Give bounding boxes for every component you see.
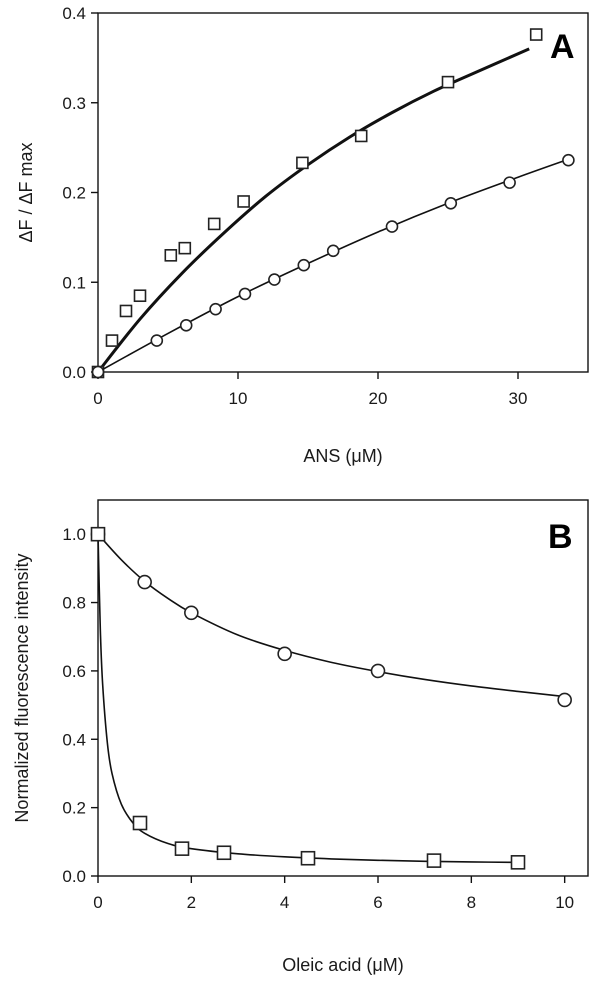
y-tick-label: 0.6 <box>62 662 86 681</box>
y-tick-label: 0.4 <box>62 730 86 749</box>
data-point <box>277 646 292 662</box>
data-point <box>385 220 399 233</box>
x-tick-label: 4 <box>280 893 289 912</box>
series-circle <box>90 526 572 708</box>
y-tick-label: 0.3 <box>62 94 86 113</box>
series-circle <box>91 153 575 379</box>
x-tick-label: 6 <box>373 893 382 912</box>
panel-letter: B <box>548 518 573 556</box>
data-point <box>91 365 105 379</box>
data-point <box>178 241 192 255</box>
data-point <box>164 249 178 262</box>
data-point <box>529 28 543 41</box>
data-point <box>237 195 250 208</box>
x-tick-label: 0 <box>93 389 102 408</box>
data-point <box>207 217 221 231</box>
plot-frame <box>97 12 589 373</box>
data-point <box>562 153 575 167</box>
fit-curve <box>96 47 530 373</box>
x-tick-label: 10 <box>229 389 248 408</box>
data-point <box>297 258 311 272</box>
y-axis-title: Normalized fluorescence intensity <box>12 553 32 822</box>
x-tick-label: 8 <box>467 893 476 912</box>
data-point <box>216 845 232 861</box>
data-point <box>557 692 572 708</box>
y-tick-label: 0.0 <box>62 363 86 382</box>
y-axis-title: ΔF / ΔF max <box>16 142 36 242</box>
fit-curve <box>97 534 519 864</box>
y-tick-label: 0.8 <box>62 594 86 613</box>
x-axis-title: Oleic acid (μM) <box>282 955 403 975</box>
x-axis-title: ANS (μM) <box>303 446 382 466</box>
data-point <box>209 302 222 316</box>
data-point <box>441 75 455 89</box>
data-point <box>503 176 516 189</box>
plot-frame <box>97 499 589 877</box>
data-point <box>90 526 106 542</box>
y-tick-label: 0.0 <box>62 867 86 886</box>
data-point <box>238 287 252 301</box>
x-tick-label: 30 <box>509 389 528 408</box>
data-point <box>326 244 340 258</box>
series-square <box>91 28 543 379</box>
data-point <box>179 319 193 332</box>
data-point <box>133 289 147 303</box>
data-point <box>174 841 190 856</box>
data-point <box>132 815 148 831</box>
data-point <box>444 196 458 210</box>
series-square <box>90 526 526 870</box>
data-point <box>354 129 368 143</box>
data-point <box>119 304 133 318</box>
data-point <box>137 574 152 590</box>
y-tick-label: 1.0 <box>62 525 86 544</box>
data-point <box>105 334 119 347</box>
data-point <box>150 334 164 347</box>
fit-curve <box>97 158 569 373</box>
data-point <box>268 273 281 286</box>
data-point <box>184 605 199 621</box>
y-tick-label: 0.4 <box>62 4 86 23</box>
chart-panel-a: 0 10 20 30 0.0 0.1 0.2 0.3 0.4 ANS (μM) ΔF / ΔF ma… <box>16 4 589 466</box>
x-tick-label: 2 <box>187 893 196 912</box>
panel-letter: A <box>550 28 575 66</box>
y-tick-label: 0.2 <box>62 799 86 818</box>
data-point <box>426 853 442 868</box>
y-tick-label: 0.1 <box>62 273 86 292</box>
x-tick-label: 20 <box>369 389 388 408</box>
data-point <box>296 156 309 170</box>
data-point <box>510 855 526 870</box>
x-tick-label: 0 <box>93 893 102 912</box>
data-point <box>300 850 316 866</box>
chart-panel-b: 0 2 4 6 8 10 0.0 0.2 0.4 0.6 0.8 1.0 Oleic acid (μM)… <box>12 499 589 975</box>
x-tick-label: 10 <box>555 893 574 912</box>
data-point <box>370 663 386 679</box>
y-tick-label: 0.2 <box>62 184 86 203</box>
fit-curve <box>97 533 565 698</box>
